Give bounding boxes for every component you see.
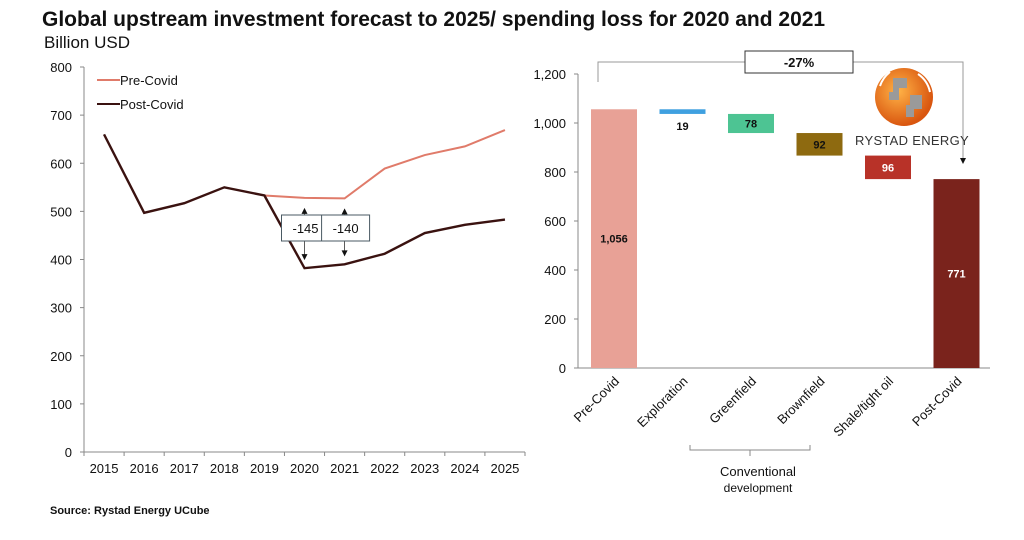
arrow-head-up bbox=[301, 207, 308, 214]
arrow-head-up bbox=[341, 208, 348, 215]
bar-exploration bbox=[659, 109, 706, 114]
bar-shale-tight-oil bbox=[865, 155, 911, 180]
x-tick-label: 2024 bbox=[450, 461, 479, 476]
y-tick-label: 700 bbox=[50, 108, 72, 123]
arrow-head-down bbox=[960, 158, 966, 164]
x-tick-label: Brownfield bbox=[774, 374, 828, 428]
x-tick-label: Shale/tight oil bbox=[830, 373, 896, 439]
logo-globe bbox=[875, 68, 933, 126]
data-label: 771 bbox=[947, 269, 965, 281]
x-tick-label: 2019 bbox=[250, 461, 279, 476]
x-tick-label: 2022 bbox=[370, 461, 399, 476]
legend-label: Post-Covid bbox=[120, 97, 184, 112]
x-tick-label: 2017 bbox=[170, 461, 199, 476]
arrow-head-down bbox=[301, 254, 308, 261]
x-tick-label: Post-Covid bbox=[909, 374, 965, 430]
gap-label-box bbox=[321, 214, 371, 242]
bar-post-covid bbox=[933, 179, 980, 368]
y-tick-label: 0 bbox=[559, 361, 566, 376]
group-label: Conventional bbox=[720, 464, 796, 479]
x-tick-label: 2018 bbox=[210, 461, 239, 476]
x-tick-label: 2021 bbox=[330, 461, 359, 476]
x-tick-label: Pre-Covid bbox=[571, 374, 622, 425]
bar-pre-covid bbox=[591, 109, 637, 368]
arrow-head-down bbox=[341, 250, 348, 257]
y-tick-label: 800 bbox=[544, 165, 566, 180]
bar-brownfield bbox=[796, 133, 843, 156]
chart-title: Global upstream investment forecast to 2… bbox=[42, 8, 826, 31]
x-tick-label: 2025 bbox=[490, 461, 519, 476]
x-tick-label: 2023 bbox=[410, 461, 439, 476]
group-bracket bbox=[689, 445, 811, 456]
source-note: Source: Rystad Energy UCube bbox=[50, 505, 210, 517]
change-label-box bbox=[744, 50, 854, 74]
legend-label: Pre-Covid bbox=[120, 73, 178, 88]
y-tick-label: 600 bbox=[544, 214, 566, 229]
x-tick-label: 2016 bbox=[130, 461, 159, 476]
series-line-pre-covid bbox=[264, 129, 506, 200]
y-tick-label: 600 bbox=[50, 156, 72, 171]
data-label: 78 bbox=[745, 118, 757, 130]
x-tick-label: Exploration bbox=[634, 374, 691, 431]
unit-label: Billion USD bbox=[44, 33, 130, 52]
logo-text: RYSTAD ENERGY bbox=[855, 133, 969, 148]
change-label: -27% bbox=[784, 55, 815, 70]
logo-globe-pattern bbox=[889, 78, 922, 117]
x-tick-label: 2015 bbox=[90, 461, 119, 476]
y-tick-label: 200 bbox=[544, 312, 566, 327]
y-tick-label: 1,200 bbox=[533, 67, 566, 82]
y-tick-label: 100 bbox=[50, 397, 72, 412]
y-tick-label: 1,000 bbox=[533, 116, 566, 131]
y-tick-label: 400 bbox=[544, 263, 566, 278]
logo-globe-highlight bbox=[879, 71, 931, 93]
gap-label: -145 bbox=[292, 221, 318, 236]
y-tick-label: 400 bbox=[50, 253, 72, 268]
data-label: 1,056 bbox=[600, 234, 628, 246]
y-tick-label: 200 bbox=[50, 349, 72, 364]
y-tick-label: 0 bbox=[65, 445, 72, 460]
bar-greenfield bbox=[728, 113, 774, 134]
data-label: 96 bbox=[882, 162, 894, 174]
y-tick-label: 500 bbox=[50, 204, 72, 219]
gap-label: -140 bbox=[333, 221, 359, 236]
y-tick-label: 800 bbox=[50, 60, 72, 75]
y-tick-label: 300 bbox=[50, 301, 72, 316]
x-tick-label: 2020 bbox=[290, 461, 319, 476]
data-label: 92 bbox=[813, 139, 825, 151]
x-tick-label: Greenfield bbox=[706, 374, 759, 427]
group-label: development bbox=[724, 481, 793, 495]
data-label: 19 bbox=[676, 121, 688, 133]
